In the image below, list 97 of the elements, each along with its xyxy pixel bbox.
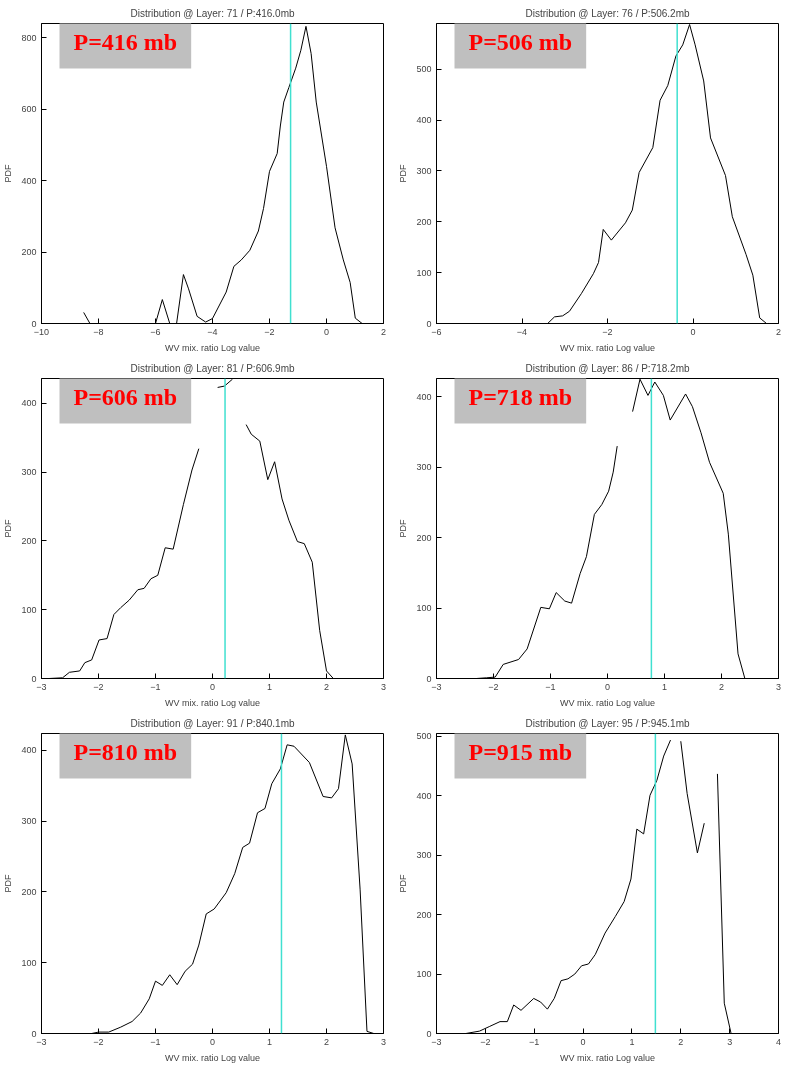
y-tick-label: 400 — [416, 790, 432, 801]
x-axis-title: WV mix. ratio Log value — [164, 1052, 261, 1063]
y-tick-label: 300 — [416, 462, 432, 473]
x-tick-label: −2 — [480, 1036, 491, 1047]
y-axis-title: PDF — [3, 874, 14, 893]
x-tick-label: 0 — [210, 681, 216, 692]
y-tick-label: 200 — [21, 886, 37, 897]
y-tick-label: 500 — [416, 64, 432, 75]
y-tick-label: 0 — [426, 1028, 432, 1039]
chart-title: Distribution @ Layer: 86 / P:718.2mb — [525, 362, 690, 374]
y-tick-label: 300 — [416, 165, 432, 176]
y-tick-label: 200 — [416, 216, 432, 227]
x-tick-label: −1 — [150, 681, 161, 692]
x-tick-label: −1 — [545, 681, 556, 692]
y-tick-label: 300 — [21, 467, 37, 478]
y-tick-label: 100 — [416, 267, 432, 278]
x-tick-label: −4 — [516, 326, 528, 337]
annotation: P=718 mb — [468, 383, 573, 410]
x-tick-label: 1 — [267, 1036, 273, 1047]
y-tick-label: 800 — [21, 32, 37, 43]
chart-title: Distribution @ Layer: 91 / P:840.1mb — [130, 717, 295, 729]
x-axis-title: WV mix. ratio Log value — [559, 342, 656, 353]
x-tick-label: 3 — [381, 681, 387, 692]
y-tick-label: 0 — [426, 318, 432, 329]
x-axis-title: WV mix. ratio Log value — [559, 697, 656, 708]
x-tick-label: 2 — [678, 1036, 684, 1047]
x-tick-label: −2 — [93, 681, 104, 692]
x-tick-label: −3 — [36, 1036, 47, 1047]
x-tick-label: 4 — [776, 1036, 782, 1047]
x-axis-title: WV mix. ratio Log value — [164, 697, 261, 708]
y-tick-label: 100 — [21, 957, 37, 968]
x-tick-label: 1 — [662, 681, 668, 692]
x-tick-label: −1 — [150, 1036, 161, 1047]
x-tick-label: 2 — [381, 326, 387, 337]
y-tick-label: 400 — [416, 391, 432, 402]
x-tick-label: −3 — [431, 681, 442, 692]
x-tick-label: −8 — [93, 326, 104, 337]
y-axis-title: PDF — [398, 874, 409, 893]
x-tick-label: −4 — [207, 326, 218, 337]
chart-title: Distribution @ Layer: 76 / P:506.2mb — [525, 7, 690, 19]
y-tick-label: 0 — [426, 673, 432, 684]
x-tick-label: 2 — [324, 1036, 330, 1047]
x-tick-label: −2 — [93, 1036, 104, 1047]
y-tick-label: 200 — [416, 909, 432, 920]
x-tick-label: −2 — [602, 326, 613, 337]
y-tick-label: 400 — [21, 745, 37, 756]
y-tick-label: 200 — [416, 532, 432, 543]
x-tick-label: −3 — [36, 681, 47, 692]
x-tick-label: 1 — [267, 681, 273, 692]
x-tick-label: −6 — [431, 326, 442, 337]
y-tick-label: 0 — [31, 318, 37, 329]
y-tick-label: 400 — [21, 398, 37, 409]
y-axis-title: PDF — [3, 519, 14, 538]
y-tick-label: 200 — [21, 535, 37, 546]
y-axis-title: PDF — [3, 164, 14, 183]
x-tick-label: 1 — [629, 1036, 635, 1047]
y-tick-label: 0 — [31, 1028, 37, 1039]
y-tick-label: 400 — [416, 115, 432, 126]
x-tick-label: 3 — [381, 1036, 387, 1047]
x-tick-label: 0 — [324, 326, 330, 337]
x-tick-label: −6 — [150, 326, 161, 337]
x-axis-title: WV mix. ratio Log value — [164, 342, 261, 353]
y-tick-label: 400 — [21, 175, 37, 186]
x-tick-label: −10 — [33, 326, 50, 337]
annotation: P=915 mb — [468, 738, 573, 765]
x-tick-label: 3 — [727, 1036, 733, 1047]
y-tick-label: 100 — [21, 604, 37, 615]
y-axis-title: PDF — [398, 519, 409, 538]
x-tick-label: 0 — [605, 681, 611, 692]
x-tick-label: 0 — [210, 1036, 216, 1047]
chart-title: Distribution @ Layer: 81 / P:606.9mb — [130, 362, 295, 374]
x-tick-label: −1 — [529, 1036, 540, 1047]
x-axis-title: WV mix. ratio Log value — [559, 1052, 656, 1063]
y-tick-label: 500 — [416, 731, 432, 742]
x-tick-label: 2 — [776, 326, 782, 337]
y-tick-label: 100 — [416, 969, 432, 980]
x-tick-label: 0 — [580, 1036, 586, 1047]
annotation: P=416 mb — [73, 28, 178, 55]
x-tick-label: 3 — [776, 681, 782, 692]
chart-title: Distribution @ Layer: 71 / P:416.0mb — [130, 7, 295, 19]
y-tick-label: 100 — [416, 603, 432, 614]
y-tick-label: 200 — [21, 247, 37, 258]
x-tick-label: 2 — [324, 681, 330, 692]
chart-title: Distribution @ Layer: 95 / P:945.1mb — [525, 717, 690, 729]
x-tick-label: 2 — [719, 681, 725, 692]
x-tick-label: −3 — [431, 1036, 442, 1047]
x-tick-label: −2 — [488, 681, 499, 692]
x-tick-label: 0 — [690, 326, 696, 337]
annotation: P=606 mb — [73, 383, 178, 410]
y-tick-label: 0 — [31, 673, 37, 684]
x-tick-label: −2 — [264, 326, 275, 337]
y-tick-label: 300 — [416, 850, 432, 861]
annotation: P=506 mb — [468, 28, 573, 55]
y-tick-label: 300 — [21, 816, 37, 827]
annotation: P=810 mb — [73, 738, 178, 765]
y-axis-title: PDF — [398, 164, 409, 183]
y-tick-label: 600 — [21, 104, 37, 115]
